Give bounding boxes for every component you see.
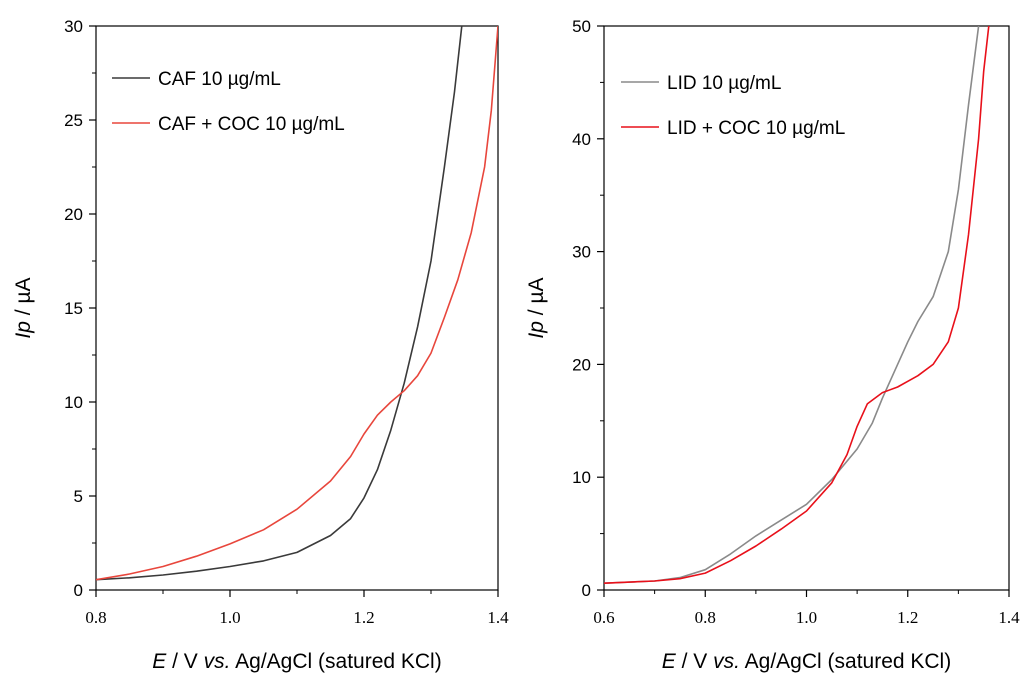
chart-panel-2: 0.6 0.8 1.0 1.2 1.4 0 10 20 30 40 50 E / V vs. Ag/A… <box>525 17 1020 673</box>
y-tick-label: 30 <box>64 17 83 36</box>
x-tick-label: 0.8 <box>695 608 716 627</box>
x-tick-label: 1.0 <box>219 608 240 627</box>
y-tick-label: 20 <box>572 355 591 374</box>
y-tick-label: 30 <box>572 243 591 262</box>
y-tick-label: 20 <box>64 205 83 224</box>
x-axis-title: E / V vs. Ag/AgCl (satured KCl) <box>152 650 441 673</box>
legend-label: CAF + COC 10 µg/mL <box>158 114 345 135</box>
legend-label: LID 10 µg/mL <box>667 73 781 94</box>
x-tick-label: 1.0 <box>796 608 817 627</box>
series-line-1 <box>604 26 980 584</box>
x-tick-label: 0.8 <box>85 608 106 627</box>
x-tick-label: 0.6 <box>593 608 614 627</box>
x-tick-label: 1.4 <box>998 608 1020 627</box>
y-tick-label: 10 <box>64 393 83 412</box>
x-tick-label: 1.2 <box>353 608 374 627</box>
y-axis-title: Ip / µA <box>525 277 548 338</box>
plot-frame <box>603 25 1010 591</box>
y-tick-label: 15 <box>64 299 83 318</box>
x-tick-label: 1.2 <box>897 608 918 627</box>
series-line-2 <box>96 26 498 581</box>
y-tick-label: 25 <box>64 111 83 130</box>
y-tick-label: 0 <box>582 581 591 600</box>
y-tick-label: 50 <box>572 17 591 36</box>
x-axis-title: E / V vs. Ag/AgCl (satured KCl) <box>662 650 951 673</box>
series-line-2 <box>604 26 990 584</box>
legend-label: CAF 10 µg/mL <box>158 69 281 90</box>
x-tick-label: 1.4 <box>487 608 509 627</box>
series-line-1 <box>96 26 463 581</box>
chart-panel-1: 0.8 1.0 1.2 1.4 0 5 10 15 20 25 30 E / V vs. Ag/AgC… <box>12 17 509 673</box>
y-tick-label: 5 <box>74 487 83 506</box>
y-tick-label: 10 <box>572 468 591 487</box>
plot-frame <box>95 25 499 591</box>
y-axis-title: Ip / µA <box>12 277 35 338</box>
y-tick-label: 0 <box>74 581 83 600</box>
legend-label: LID + COC 10 µg/mL <box>667 118 845 139</box>
y-tick-label: 40 <box>572 130 591 149</box>
